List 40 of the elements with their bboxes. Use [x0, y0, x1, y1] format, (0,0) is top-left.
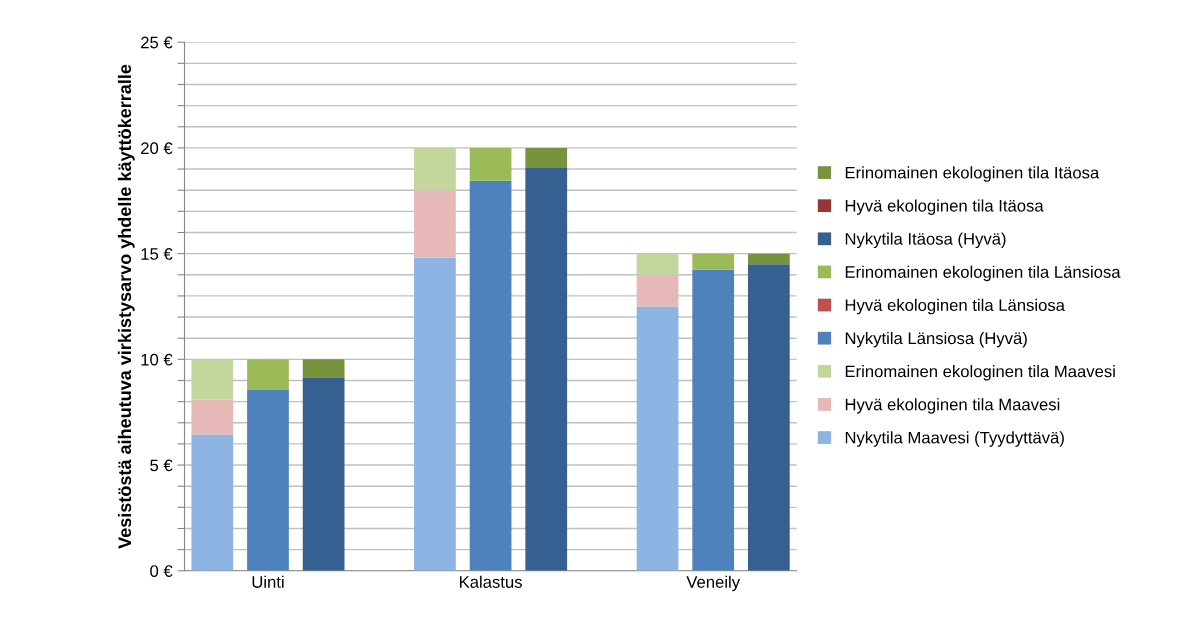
y-axis-title: Vesistöstä aiheutuva virkistysarvo yhdelle käyttökerralle [117, 64, 135, 549]
x-tick-label: Uinti [252, 575, 284, 588]
bar [636, 274, 679, 307]
bar [636, 306, 679, 571]
bar [525, 147, 568, 169]
bar [191, 399, 234, 435]
bar [414, 147, 456, 191]
legend-label: Hyvä ekologinen tila Länsiosa [845, 298, 1065, 315]
bar [414, 190, 456, 258]
bar [191, 359, 234, 400]
bar [247, 359, 289, 391]
y-tick-label: 15 € [141, 248, 173, 260]
bar [302, 359, 345, 378]
bar [636, 253, 679, 275]
bar [414, 257, 456, 571]
bar [525, 168, 568, 571]
legend-label: Erinomainen ekologinen tila Maavesi [845, 365, 1115, 381]
legend-label: Erinomainen ekologinen tila Itäosa [845, 166, 1100, 182]
y-tick-label: 20 € [141, 142, 173, 155]
bar [469, 147, 512, 181]
legend-label: Nykytila Itäosa (Hyvä) [845, 232, 1006, 249]
y-tick-label: 0 € [150, 565, 173, 577]
legend-label: Hyvä ekologinen tila Itäosa [845, 199, 1044, 215]
legend-label: Nykytila Länsiosa (Hyvä) [845, 331, 1027, 348]
bar [747, 253, 790, 265]
bar [469, 180, 512, 571]
bar [692, 269, 735, 571]
bar [302, 377, 345, 571]
bar [692, 253, 735, 270]
x-tick-label: Kalastus [459, 575, 522, 588]
legend-label: Hyvä ekologinen tila Maavesi [845, 398, 1060, 414]
bar [747, 264, 790, 571]
bar [247, 390, 289, 571]
y-tick-label: 5 € [150, 459, 173, 472]
legend-label: Nykytila Maavesi (Tyydyttävä) [845, 431, 1064, 447]
x-tick-label: Veneily [686, 575, 741, 592]
bar [191, 434, 234, 571]
legend-label: Erinomainen ekologinen tila Länsiosa [845, 265, 1121, 282]
y-tick-label: 25 € [141, 36, 173, 49]
y-tick-label: 10 € [141, 353, 173, 366]
